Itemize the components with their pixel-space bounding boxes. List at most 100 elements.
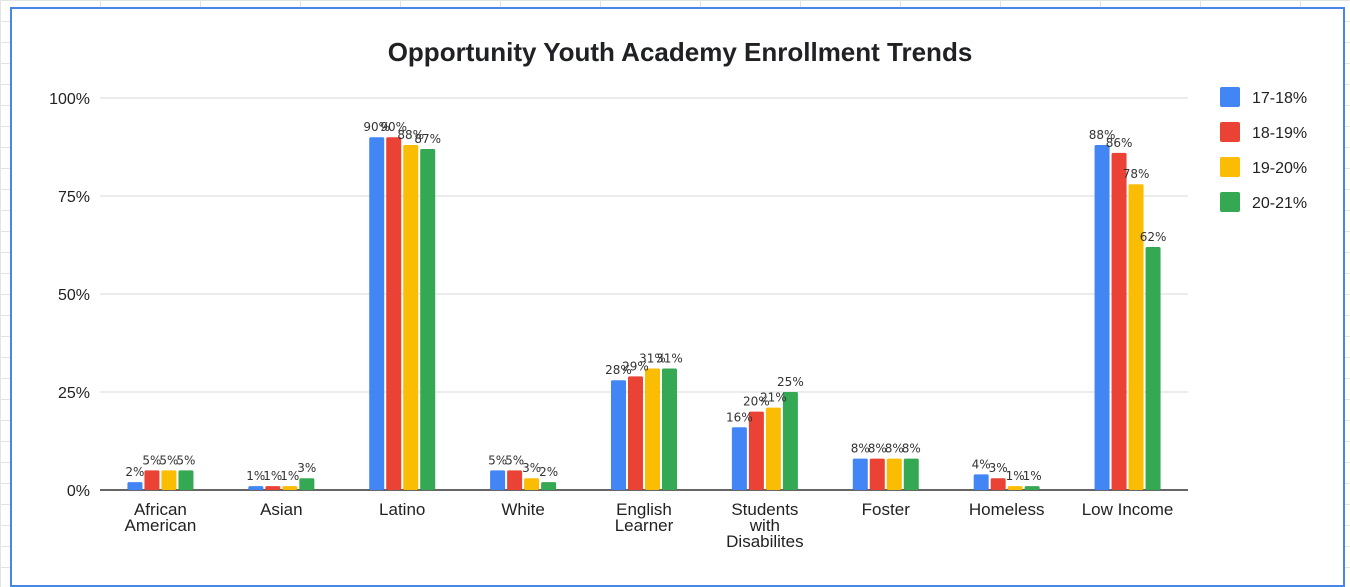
data-label: 31% — [656, 351, 683, 365]
bar[interactable] — [611, 380, 626, 490]
bar[interactable] — [127, 482, 143, 490]
category-label: White — [501, 500, 544, 519]
bar[interactable] — [1024, 486, 1040, 490]
bar[interactable] — [662, 368, 677, 490]
data-label: 62% — [1140, 230, 1167, 244]
bar[interactable] — [1128, 184, 1144, 491]
data-label: 87% — [414, 132, 441, 146]
bar[interactable] — [248, 486, 264, 490]
bar[interactable] — [731, 427, 747, 490]
data-label: 1% — [280, 469, 299, 483]
data-label: 2% — [125, 465, 144, 479]
data-label: 5% — [505, 453, 524, 467]
category-label: Homeless — [969, 500, 1045, 519]
data-label: 86% — [1106, 136, 1133, 150]
data-label: 88% — [397, 128, 424, 142]
y-tick-label: 50% — [58, 287, 90, 304]
data-label: 3% — [522, 461, 541, 475]
legend-label: 17-18% — [1252, 90, 1307, 107]
bar[interactable] — [369, 137, 385, 490]
data-label: 8% — [902, 442, 921, 456]
bar[interactable] — [541, 482, 557, 490]
bar[interactable] — [420, 148, 436, 490]
bar[interactable] — [265, 486, 281, 490]
bar[interactable] — [490, 470, 506, 490]
data-label: 8% — [885, 442, 904, 456]
bar[interactable] — [869, 458, 885, 490]
data-label: 8% — [851, 442, 870, 456]
category-label: Students with Disabilites — [726, 500, 803, 551]
category-label: Low Income — [1082, 500, 1174, 519]
chart-frame[interactable]: Opportunity Youth Academy Enrollment Tre… — [10, 7, 1345, 587]
y-tick-label: 0% — [67, 483, 90, 500]
bar[interactable] — [903, 458, 919, 490]
category-label: Latino — [379, 500, 425, 519]
bars — [127, 137, 1161, 491]
bar[interactable] — [973, 474, 989, 490]
data-label: 3% — [989, 461, 1008, 475]
data-label: 25% — [777, 375, 804, 389]
data-label: 8% — [868, 442, 887, 456]
legend-swatch[interactable] — [1220, 122, 1240, 142]
chart-svg: Opportunity Youth Academy Enrollment Tre… — [49, 37, 1307, 551]
data-label: 1% — [1006, 469, 1025, 483]
legend-label: 20-21% — [1252, 195, 1307, 212]
bar[interactable] — [1094, 145, 1110, 491]
category-label: African American — [125, 500, 197, 535]
category-label: Asian — [260, 500, 303, 519]
bar[interactable] — [403, 145, 419, 491]
bar[interactable] — [852, 458, 868, 490]
data-label: 1% — [1023, 469, 1042, 483]
bar[interactable] — [178, 470, 194, 490]
y-tick-label: 75% — [58, 189, 90, 206]
bar[interactable] — [645, 368, 660, 490]
data-label: 88% — [1089, 128, 1116, 142]
data-label: 5% — [159, 453, 178, 467]
data-label: 4% — [972, 457, 991, 471]
legend-swatch[interactable] — [1220, 192, 1240, 212]
bar[interactable] — [144, 470, 160, 490]
legend-swatch[interactable] — [1220, 157, 1240, 177]
bar[interactable] — [386, 137, 402, 490]
bar[interactable] — [782, 392, 798, 490]
data-label: 1% — [263, 469, 282, 483]
legend-label: 18-19% — [1252, 125, 1307, 142]
legend-swatch[interactable] — [1220, 87, 1240, 107]
bar[interactable] — [282, 486, 298, 490]
data-label: 1% — [246, 469, 265, 483]
bar[interactable] — [1145, 246, 1161, 490]
data-label: 78% — [1123, 167, 1150, 181]
x-axis: African American Asian Latino White English Le… — [125, 500, 1174, 551]
y-axis: 0% 25% 50% 75% 100% — [49, 91, 1188, 500]
bar[interactable] — [299, 478, 315, 490]
bar[interactable] — [886, 458, 902, 490]
bar[interactable] — [990, 478, 1006, 490]
legend: 17-18% 18-19% 19-20% 20-21% — [1220, 87, 1307, 212]
bar[interactable] — [628, 376, 643, 490]
bar[interactable] — [1007, 486, 1023, 490]
data-label: 90% — [380, 120, 407, 134]
bar[interactable] — [765, 407, 781, 490]
gridlines — [100, 97, 1188, 393]
bar[interactable] — [161, 470, 177, 490]
data-label: 16% — [726, 410, 753, 424]
bar[interactable] — [524, 478, 540, 490]
bar[interactable] — [507, 470, 523, 490]
data-label: 31% — [639, 351, 666, 365]
data-label: 29% — [622, 359, 649, 373]
data-labels: 2%5%5%5%1%1%1%3%90%90%88%87%5%5%3%2%28%2… — [125, 120, 1166, 483]
bar[interactable] — [748, 411, 764, 490]
data-label: 5% — [142, 453, 161, 467]
category-label: Foster — [862, 500, 911, 519]
y-tick-label: 25% — [58, 385, 90, 402]
data-label: 3% — [297, 461, 316, 475]
data-label: 5% — [488, 453, 507, 467]
category-label: English Learner — [615, 500, 674, 535]
y-tick-label: 100% — [49, 91, 90, 108]
data-label: 28% — [605, 363, 632, 377]
bar[interactable] — [1111, 152, 1127, 490]
chart-title: Opportunity Youth Academy Enrollment Tre… — [388, 37, 973, 67]
data-label: 90% — [363, 120, 390, 134]
data-label: 2% — [539, 465, 558, 479]
legend-label: 19-20% — [1252, 160, 1307, 177]
